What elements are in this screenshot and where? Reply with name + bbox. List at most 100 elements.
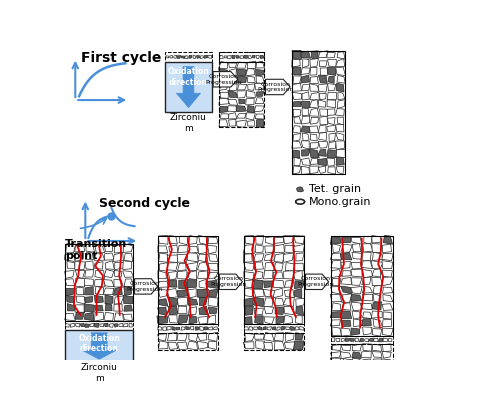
Polygon shape <box>187 280 197 288</box>
Polygon shape <box>292 59 300 67</box>
Polygon shape <box>336 166 344 174</box>
Polygon shape <box>260 55 264 59</box>
Polygon shape <box>284 342 294 349</box>
Polygon shape <box>199 306 208 315</box>
Polygon shape <box>337 52 345 59</box>
Polygon shape <box>328 59 336 67</box>
Polygon shape <box>318 158 327 166</box>
Polygon shape <box>243 342 254 349</box>
Polygon shape <box>351 269 362 277</box>
Polygon shape <box>158 236 168 244</box>
Polygon shape <box>178 263 186 271</box>
Polygon shape <box>198 271 207 278</box>
Polygon shape <box>244 333 254 341</box>
Polygon shape <box>336 109 344 116</box>
Polygon shape <box>364 339 368 342</box>
Polygon shape <box>178 246 188 252</box>
Polygon shape <box>167 288 177 298</box>
Polygon shape <box>341 320 351 326</box>
Polygon shape <box>256 119 264 127</box>
Polygon shape <box>336 149 345 158</box>
Bar <box>66 244 133 321</box>
Polygon shape <box>274 263 283 271</box>
Polygon shape <box>244 280 253 288</box>
Polygon shape <box>331 269 342 278</box>
Polygon shape <box>243 245 254 254</box>
Polygon shape <box>254 289 264 297</box>
Text: Zirconiu
m: Zirconiu m <box>80 364 118 383</box>
Polygon shape <box>188 298 198 305</box>
Polygon shape <box>255 114 264 119</box>
Polygon shape <box>374 285 382 294</box>
Polygon shape <box>220 114 228 118</box>
Polygon shape <box>302 166 310 175</box>
Polygon shape <box>67 261 75 268</box>
Polygon shape <box>219 120 228 126</box>
Polygon shape <box>208 315 216 324</box>
Polygon shape <box>157 316 168 324</box>
Polygon shape <box>382 328 394 336</box>
Polygon shape <box>373 319 382 328</box>
Polygon shape <box>193 55 196 59</box>
Bar <box>244 324 304 332</box>
Polygon shape <box>293 134 300 141</box>
Polygon shape <box>114 313 124 321</box>
Polygon shape <box>189 315 197 324</box>
Polygon shape <box>337 76 345 83</box>
Polygon shape <box>264 306 274 314</box>
Polygon shape <box>255 83 264 90</box>
Bar <box>331 344 392 366</box>
Polygon shape <box>292 141 302 148</box>
Bar <box>331 236 392 336</box>
Polygon shape <box>219 99 229 105</box>
Polygon shape <box>352 311 362 319</box>
Polygon shape <box>284 306 294 315</box>
Polygon shape <box>236 76 246 83</box>
Polygon shape <box>382 253 393 261</box>
Polygon shape <box>301 68 310 74</box>
Polygon shape <box>382 320 392 326</box>
Text: Corrosion
Progression: Corrosion Progression <box>297 276 334 287</box>
Polygon shape <box>208 263 218 271</box>
Polygon shape <box>332 345 342 350</box>
Polygon shape <box>284 271 294 279</box>
Polygon shape <box>189 246 198 253</box>
Polygon shape <box>248 56 252 59</box>
Polygon shape <box>256 98 264 103</box>
Polygon shape <box>188 289 196 298</box>
Polygon shape <box>248 326 252 330</box>
Polygon shape <box>167 255 177 263</box>
Bar <box>158 236 218 324</box>
Polygon shape <box>372 252 382 261</box>
Polygon shape <box>372 244 382 252</box>
Polygon shape <box>244 327 248 330</box>
Polygon shape <box>110 324 114 327</box>
Polygon shape <box>256 69 264 76</box>
Polygon shape <box>244 262 254 270</box>
Polygon shape <box>372 351 382 358</box>
Polygon shape <box>382 261 392 269</box>
Polygon shape <box>248 61 256 69</box>
Polygon shape <box>362 277 371 285</box>
Polygon shape <box>341 244 352 252</box>
Polygon shape <box>104 253 114 260</box>
Polygon shape <box>328 118 335 124</box>
Polygon shape <box>264 298 274 307</box>
Polygon shape <box>208 245 216 254</box>
Polygon shape <box>178 306 187 314</box>
Polygon shape <box>274 332 283 341</box>
Polygon shape <box>66 296 74 303</box>
Polygon shape <box>382 287 392 293</box>
Polygon shape <box>336 158 344 165</box>
Text: Zirconiu
m: Zirconiu m <box>170 113 207 133</box>
Text: Oxidation
direction: Oxidation direction <box>168 67 209 87</box>
Polygon shape <box>300 101 310 109</box>
Bar <box>158 324 218 332</box>
Polygon shape <box>352 244 361 252</box>
Polygon shape <box>302 108 309 116</box>
Polygon shape <box>258 326 262 330</box>
Polygon shape <box>220 55 223 59</box>
Polygon shape <box>207 272 218 279</box>
Polygon shape <box>361 303 372 309</box>
Polygon shape <box>374 338 378 342</box>
